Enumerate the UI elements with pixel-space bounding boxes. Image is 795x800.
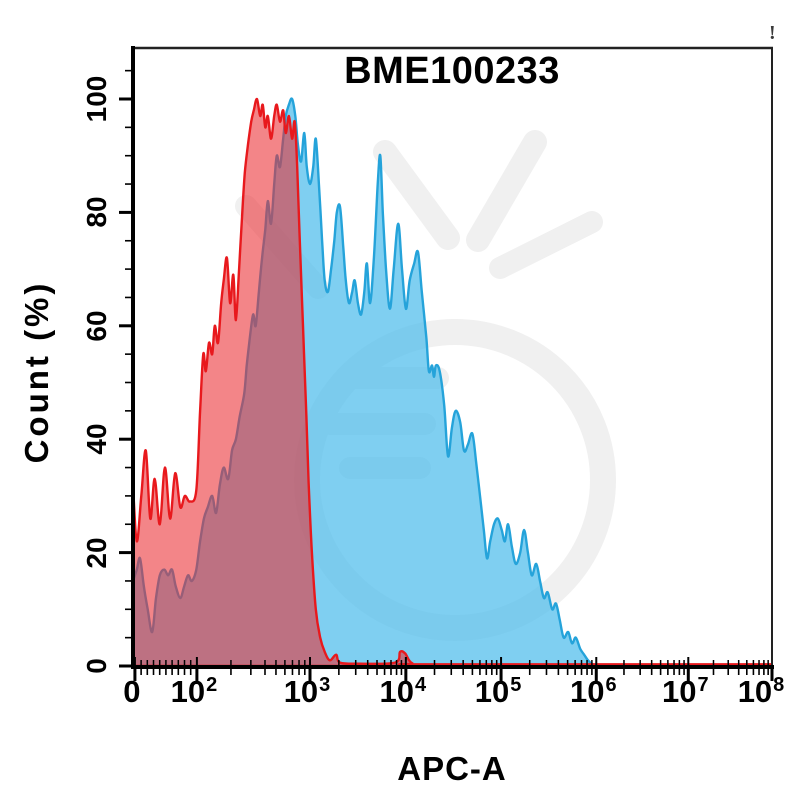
x-tick-label: 102 bbox=[170, 674, 218, 709]
logo-watermark-shape bbox=[489, 211, 603, 279]
y-tick-label: 60 bbox=[81, 310, 112, 342]
x-tick-label: 108 bbox=[737, 674, 785, 709]
chart-title: BME100233 bbox=[344, 50, 560, 92]
logo-watermark-shape bbox=[373, 140, 460, 250]
x-tick-label: 103 bbox=[283, 674, 331, 709]
y-tick-label: 40 bbox=[81, 423, 112, 455]
histogram-series bbox=[133, 97, 772, 667]
x-tick-label: 104 bbox=[379, 674, 427, 709]
x-tick-label: 0 bbox=[123, 674, 141, 709]
warning-glyph: ! bbox=[769, 22, 776, 44]
logo-watermark-shape bbox=[466, 130, 547, 252]
x-tick-label: 106 bbox=[569, 674, 617, 709]
x-axis-inside-ticks bbox=[133, 657, 773, 665]
y-axis-title: Count (%) bbox=[18, 280, 55, 464]
x-tick-label: 107 bbox=[661, 674, 709, 709]
red_control_histogram-area bbox=[133, 97, 772, 667]
y-tick-label: 20 bbox=[81, 537, 112, 569]
x-axis-title: APC-A bbox=[397, 750, 507, 787]
y-tick-label: 80 bbox=[81, 196, 112, 228]
axes-and-ticks bbox=[119, 46, 774, 681]
x-tick-label: 105 bbox=[474, 674, 522, 709]
y-tick-label: 0 bbox=[81, 658, 112, 674]
y-tick-label: 100 bbox=[81, 75, 112, 123]
